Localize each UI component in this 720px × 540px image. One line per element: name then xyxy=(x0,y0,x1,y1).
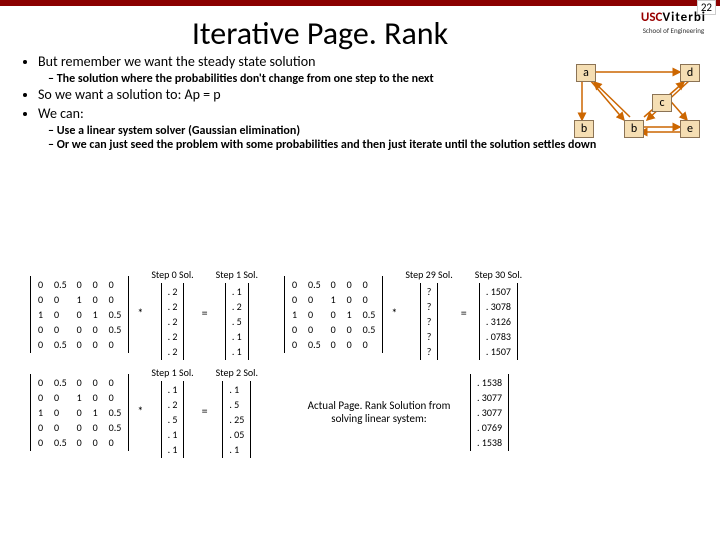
matrix-3: 00.50000010010010.500000.500.5000 xyxy=(30,374,129,451)
usc-logo: USCViterbi School of Engineering xyxy=(641,10,706,35)
vec-s2: . 1. 5. 25. 05. 1 xyxy=(222,381,251,458)
logo-red: USC xyxy=(641,10,663,25)
vec-s0: . 2. 2. 2. 2. 2 xyxy=(161,283,185,360)
step1-label: Step 1 Sol. xyxy=(216,268,258,281)
op-star2: * xyxy=(389,307,399,321)
step2-label: Step 2 Sol. xyxy=(216,366,258,379)
calc-row-1: 00.50000010010010.500000.500.5000 * Step… xyxy=(30,268,710,360)
matrix-2: 00.50000010010010.500000.500.5000 xyxy=(284,276,383,353)
op-star3: * xyxy=(135,405,145,419)
matrix-1: 00.50000010010010.500000.500.5000 xyxy=(30,276,129,353)
logo-black: Viterbi xyxy=(662,10,706,25)
node-c: c xyxy=(652,94,672,112)
op-eq: = xyxy=(200,307,210,321)
node-d: d xyxy=(680,64,700,82)
result-text: Actual Page. Rank Solution from solving … xyxy=(294,399,464,425)
step30-label: Step 30 Sol. xyxy=(475,268,522,281)
step29-label: Step 29 Sol. xyxy=(405,268,452,281)
vec-actual: . 1538. 3077. 3077. 0769. 1538 xyxy=(470,374,509,451)
op-eq2: = xyxy=(459,307,469,321)
op-eq3: = xyxy=(200,405,210,419)
calc-row-2: 00.50000010010010.500000.500.5000 * Step… xyxy=(30,366,710,458)
vec-s1b: . 1. 2. 5. 1. 1 xyxy=(161,381,185,458)
graph-diagram: a b c d e b xyxy=(572,62,702,152)
step0-label: Step 0 Sol. xyxy=(151,268,193,281)
logo-sub: School of Engineering xyxy=(641,26,706,35)
vec-s30: . 1507. 3078. 3126. 0783. 1507 xyxy=(479,283,518,360)
node-b: b xyxy=(574,120,594,138)
step1b-label: Step 1 Sol. xyxy=(151,366,193,379)
node-e: e xyxy=(680,120,700,138)
node-a: a xyxy=(576,64,596,82)
calculations: 00.50000010010010.500000.500.5000 * Step… xyxy=(30,268,710,464)
node-b2: b xyxy=(624,120,644,138)
slide-title: Iterative Page. Rank xyxy=(0,14,720,53)
vec-s29: ????? xyxy=(420,283,439,360)
op-star: * xyxy=(135,307,145,321)
header-bar xyxy=(0,0,720,6)
vec-s1: . 1. 2. 5. 1. 1 xyxy=(225,283,249,360)
